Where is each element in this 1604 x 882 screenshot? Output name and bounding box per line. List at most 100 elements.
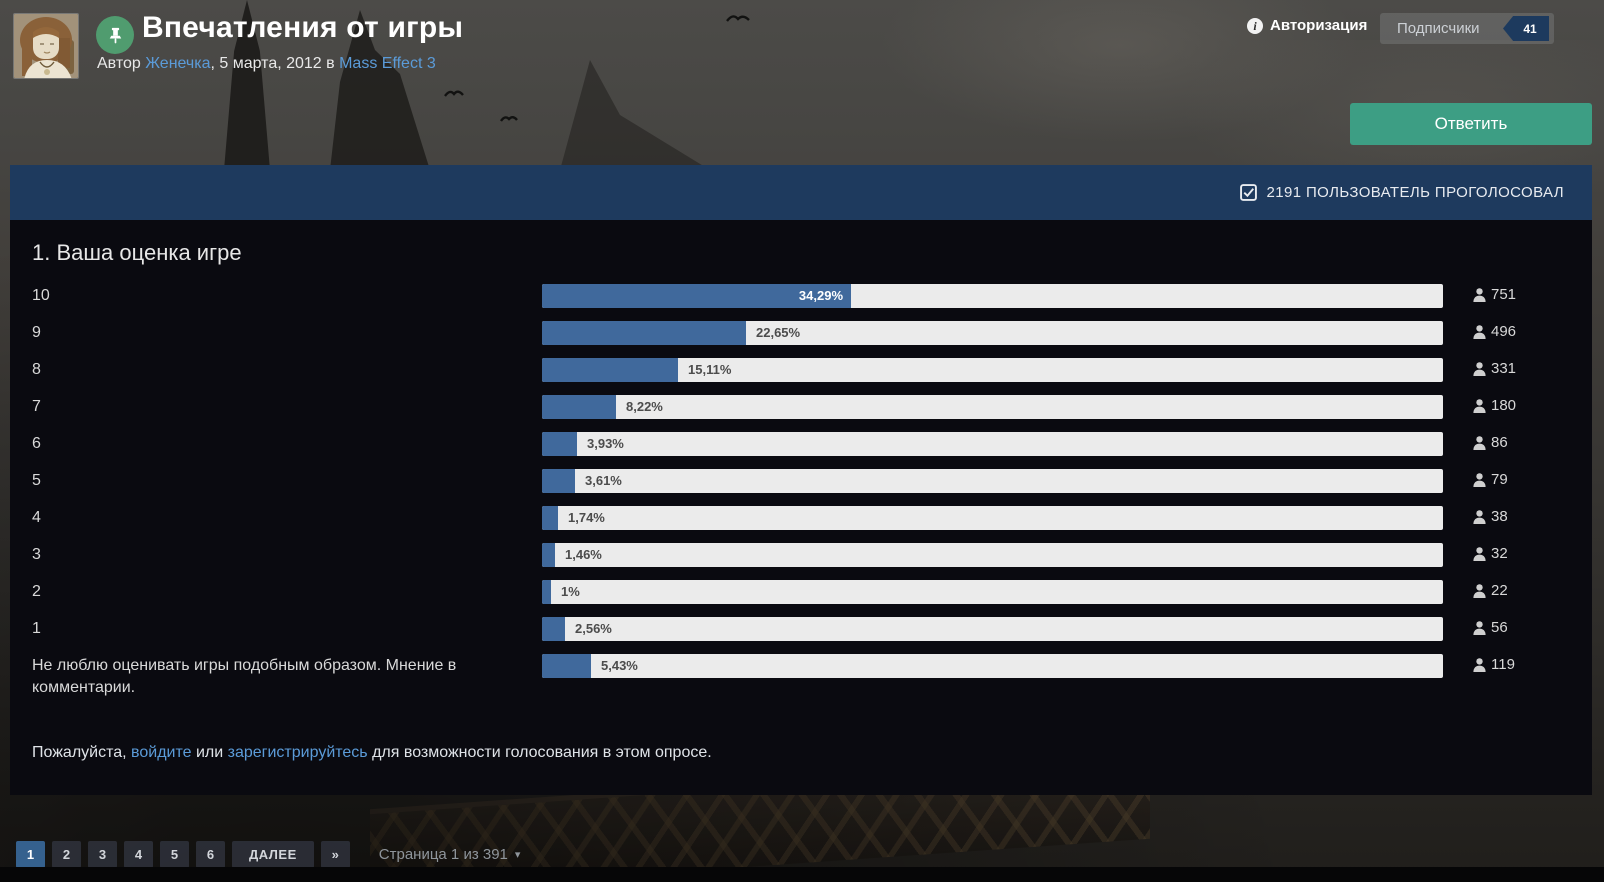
page-status-text: Страница 1 из 391	[378, 846, 508, 863]
poll-vote-count-value: 180	[1491, 397, 1517, 414]
next-page-button[interactable]: ДАЛЕЕ	[232, 841, 314, 868]
poll-bar-track: 1%	[542, 580, 1443, 604]
poll-bar-fill	[542, 284, 851, 308]
person-icon	[1473, 546, 1486, 561]
poll-bar-track: 1,74%	[542, 506, 1443, 530]
poll-bar-track: 2,56%	[542, 617, 1443, 641]
login-prompt-after: для возможности голосования в этом опрос…	[367, 744, 712, 761]
poll-percent-label: 1,74%	[568, 510, 605, 525]
poll-option-label: 4	[32, 509, 41, 526]
reply-button[interactable]: Ответить	[1350, 103, 1592, 145]
authorization-link[interactable]: i Авторизация	[1247, 17, 1367, 34]
poll-vote-count: 331	[1473, 360, 1516, 377]
poll-panel: 1. Ваша оценка игре 10 34,29% 751 9 22,6…	[10, 220, 1592, 795]
poll-percent-label: 8,22%	[626, 399, 663, 414]
poll-option-row: 2 1% 22	[10, 580, 1592, 604]
poll-vote-count: 496	[1473, 323, 1516, 340]
poll-vote-count-value: 331	[1491, 360, 1517, 377]
poll-percent-label: 5,43%	[601, 658, 638, 673]
person-icon	[1473, 287, 1486, 302]
poll-vote-count: 56	[1473, 619, 1508, 636]
page-status-dropdown[interactable]: Страница 1 из 391 ▾	[379, 846, 521, 863]
topic-title: Впечатления от игры	[142, 11, 464, 44]
poll-bar-fill	[542, 654, 591, 678]
login-prompt: Пожалуйста, войдите или зарегистрируйтес…	[32, 744, 712, 762]
poll-percent-label: 2,56%	[575, 621, 612, 636]
poll-vote-count-value: 32	[1491, 545, 1508, 562]
topic-byline: Автор Женечка, 5 марта, 2012 в Mass Effe…	[97, 55, 436, 73]
poll-vote-count-value: 79	[1491, 471, 1508, 488]
byline-prefix: Автор	[97, 55, 146, 72]
person-icon	[1473, 620, 1486, 635]
poll-percent-label: 34,29%	[798, 288, 843, 303]
poll-voted-text: 2191 ПОЛЬЗОВАТЕЛЬ ПРОГОЛОСОВАЛ	[1266, 184, 1564, 201]
page-button-3[interactable]: 3	[88, 841, 117, 868]
poll-vote-count-value: 56	[1491, 619, 1508, 636]
poll-option-label: 9	[32, 324, 41, 341]
poll-option-row: 9 22,65% 496	[10, 321, 1592, 345]
pin-icon	[109, 27, 121, 43]
authorization-label: Авторизация	[1270, 17, 1368, 34]
person-icon	[1473, 435, 1486, 450]
poll-vote-count-value: 751	[1491, 286, 1517, 303]
poll-percent-label: 15,11%	[688, 362, 732, 377]
poll-option-row: 8 15,11% 331	[10, 358, 1592, 382]
login-prompt-before: Пожалуйста,	[32, 744, 132, 761]
page-button-5[interactable]: 5	[160, 841, 189, 868]
poll-percent-label: 22,65%	[756, 325, 801, 340]
poll-bar-track: 3,61%	[542, 469, 1443, 493]
poll-vote-count: 22	[1473, 582, 1508, 599]
pinned-topic-badge	[96, 16, 134, 54]
poll-percent-label: 3,61%	[585, 473, 622, 488]
poll-option-row: Не люблю оценивать игры подобным образом…	[10, 654, 1592, 696]
poll-option-label: 10	[32, 287, 50, 304]
chevron-down-icon: ▾	[514, 849, 521, 861]
poll-vote-count: 751	[1473, 286, 1516, 303]
poll-option-label: Не люблю оценивать игры подобным образом…	[32, 657, 457, 696]
poll-bar-fill	[542, 580, 551, 604]
poll-option-row: 5 3,61% 79	[10, 469, 1592, 493]
person-icon	[1473, 398, 1486, 413]
person-icon	[1473, 583, 1486, 598]
last-page-button[interactable]: »	[320, 841, 350, 868]
page-button-2[interactable]: 2	[52, 841, 81, 868]
subscribers-count-badge: 41	[1503, 16, 1549, 41]
poll-vote-count-value: 86	[1491, 434, 1508, 451]
poll-option-row: 6 3,93% 86	[10, 432, 1592, 456]
poll-option-row: 4 1,74% 38	[10, 506, 1592, 530]
page-button-1[interactable]: 1	[16, 841, 45, 868]
page-button-4[interactable]: 4	[124, 841, 153, 868]
poll-percent-label: 3,93%	[587, 436, 624, 451]
poll-option-label: 1	[32, 620, 41, 637]
poll-vote-count: 86	[1473, 434, 1508, 451]
forum-link[interactable]: Mass Effect 3	[339, 55, 436, 72]
poll-option-label: 7	[32, 398, 41, 415]
poll-percent-label: 1%	[561, 584, 580, 599]
subscribers-label: Подписчики	[1397, 20, 1480, 37]
poll-bar-track: 1,46%	[542, 543, 1443, 567]
register-link[interactable]: зарегистрируйтесь	[227, 744, 368, 761]
poll-bar-fill	[542, 543, 555, 567]
byline-date: , 5 марта, 2012 в	[210, 55, 340, 72]
poll-bar-fill	[542, 395, 616, 419]
poll-vote-count: 32	[1473, 545, 1508, 562]
avatar-illustration	[14, 14, 78, 78]
info-icon: i	[1247, 17, 1263, 34]
poll-bar-fill	[542, 506, 558, 530]
poll-bar-track: 22,65%	[542, 321, 1443, 345]
poll-results-list: 10 34,29% 751 9 22,65% 496 8	[10, 284, 1592, 696]
poll-option-label: 5	[32, 472, 41, 489]
poll-option-row: 7 8,22% 180	[10, 395, 1592, 419]
poll-option-label: 3	[32, 546, 41, 563]
poll-vote-count-value: 38	[1491, 508, 1508, 525]
poll-percent-label: 1,46%	[565, 547, 602, 562]
poll-option-label: 6	[32, 435, 41, 452]
login-link[interactable]: войдите	[131, 744, 192, 761]
poll-vote-count: 38	[1473, 508, 1508, 525]
poll-bar-fill	[542, 358, 678, 382]
avatar[interactable]	[13, 13, 79, 79]
author-link[interactable]: Женечка	[145, 55, 211, 72]
subscribers-button[interactable]: Подписчики 41	[1380, 13, 1554, 44]
page-button-6[interactable]: 6	[196, 841, 225, 868]
